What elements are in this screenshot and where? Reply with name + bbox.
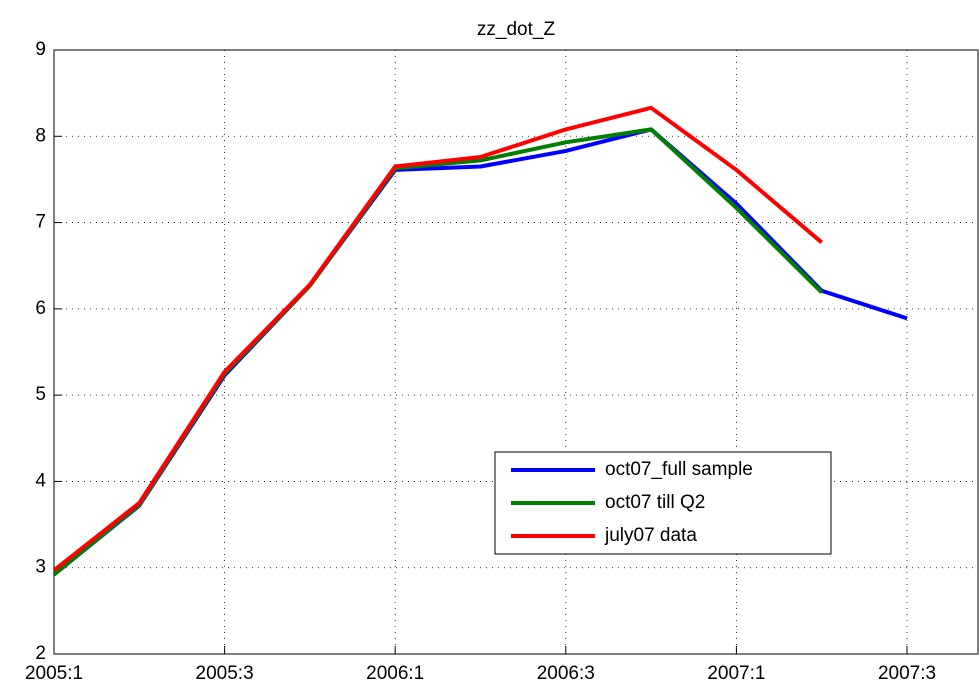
legend-label: oct07_full sample xyxy=(605,459,753,480)
x-tick-label: 2006:3 xyxy=(537,663,595,684)
x-tick-label: 2007:3 xyxy=(878,663,936,684)
chart-title: zz_dot_Z xyxy=(477,19,556,40)
y-tick-label: 2 xyxy=(35,643,46,664)
y-tick-label: 7 xyxy=(35,212,46,233)
x-tick-label: 2005:1 xyxy=(25,663,83,684)
y-tick-label: 8 xyxy=(35,125,46,146)
x-tick-label: 2006:1 xyxy=(366,663,424,684)
y-tick-label: 5 xyxy=(35,384,46,405)
series-line xyxy=(52,105,823,572)
y-tick-label: 3 xyxy=(35,557,46,578)
y-tick-label: 6 xyxy=(35,298,46,319)
y-tick-label: 4 xyxy=(35,470,46,491)
y-tick-label: 9 xyxy=(35,39,46,60)
x-tick-label: 2005:3 xyxy=(196,663,254,684)
legend-label: july07 data xyxy=(604,525,697,546)
plot-frame xyxy=(53,49,979,655)
legend-label: oct07 till Q2 xyxy=(605,492,705,513)
x-tick-label: 2007:1 xyxy=(707,663,765,684)
